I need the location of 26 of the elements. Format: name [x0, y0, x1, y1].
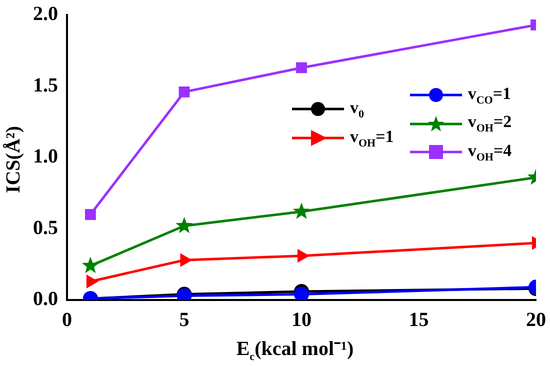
x-tick-label: 10 — [292, 309, 312, 332]
x-tick-label: 0 — [62, 309, 72, 332]
x-tick-label: 20 — [526, 309, 546, 332]
point — [294, 286, 309, 300]
point — [180, 254, 192, 267]
legend-label: v$_{OH}$=1 — [350, 126, 394, 149]
point — [85, 209, 96, 220]
y-tick-label: 1.5 — [33, 74, 58, 96]
point — [82, 256, 100, 274]
legend-label: v$_{OH}$=2 — [468, 112, 512, 135]
y-axis-title: ICS(Å²) — [2, 124, 26, 196]
x-tick-label: 5 — [179, 309, 190, 332]
legend-label: v$_{0}$ — [350, 98, 364, 121]
point — [178, 86, 190, 98]
point — [292, 202, 310, 219]
y-tick-label: 1.0 — [33, 146, 58, 168]
x-axis-title: E$_{c}$(kcal mol⁻¹) — [235, 337, 355, 363]
legend-label: v$_{CO}$=1 — [468, 84, 511, 106]
x-tick-label: 15 — [408, 309, 429, 332]
point — [176, 216, 193, 234]
y-tick-label: 0.5 — [33, 216, 58, 239]
point — [296, 62, 307, 74]
point — [86, 274, 98, 288]
y-tick-label: 0.0 — [33, 288, 58, 310]
y-tick-label: 2.0 — [33, 3, 58, 26]
legend-label: v$_{OH}$=4 — [468, 140, 512, 164]
